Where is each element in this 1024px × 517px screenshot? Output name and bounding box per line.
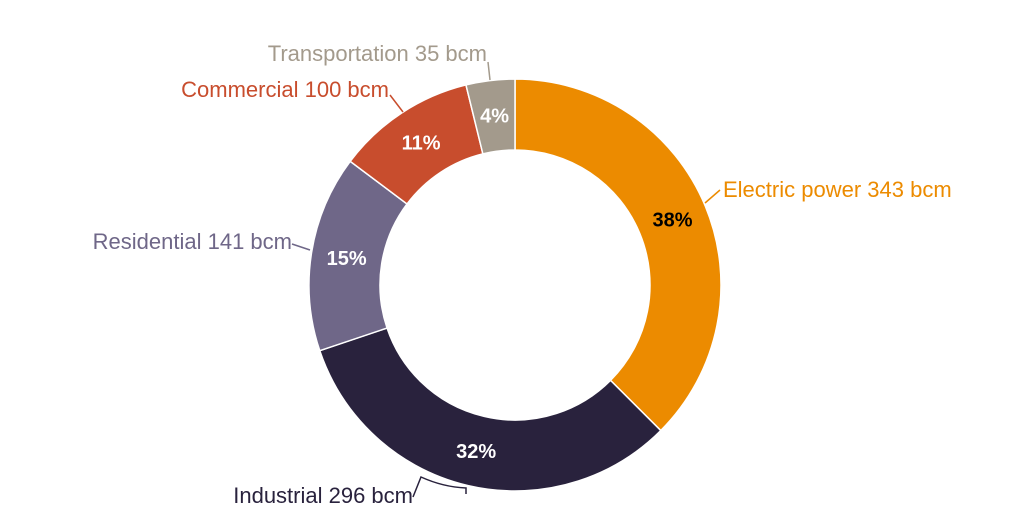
label-industrial: Industrial 296 bcm <box>233 483 413 508</box>
pct-label-electric-power: 38% <box>652 210 692 232</box>
pct-label-residential: 15% <box>327 248 367 270</box>
label-electric-power: Electric power 343 bcm <box>723 177 952 202</box>
leader-industrial <box>412 475 467 498</box>
leader-residential <box>291 243 311 251</box>
leader-transportation <box>487 61 491 81</box>
slice-transportation <box>465 78 516 155</box>
pct-label-commercial: 11% <box>402 133 441 155</box>
pct-label-transportation: 4% <box>480 106 509 128</box>
pct-label-industrial: 32% <box>456 441 496 463</box>
label-residential: Residential 141 bcm <box>93 229 292 254</box>
label-transportation: Transportation 35 bcm <box>268 41 487 66</box>
leader-commercial <box>389 94 404 113</box>
slice-industrial <box>318 327 662 492</box>
slice-electric-power <box>514 78 722 432</box>
leader-electric-power <box>704 189 721 204</box>
label-commercial: Commercial 100 bcm <box>181 77 389 102</box>
